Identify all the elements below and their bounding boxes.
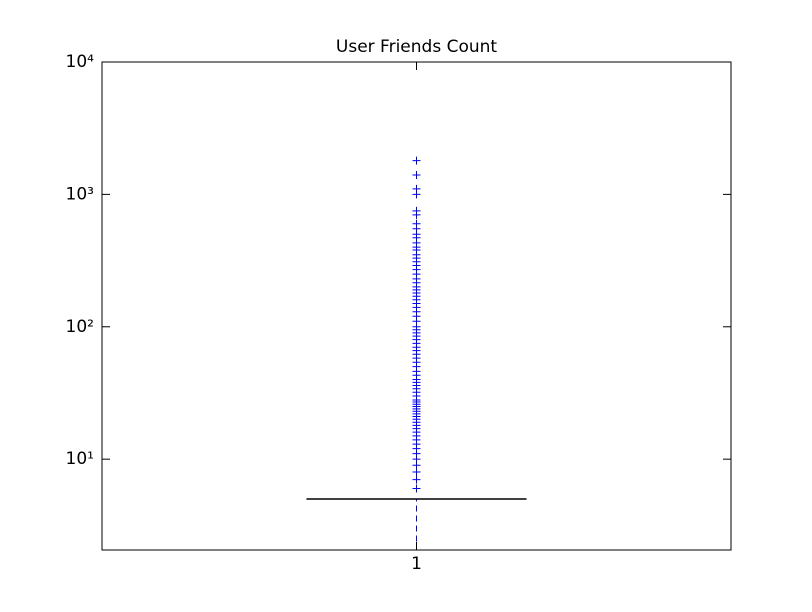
flier [412, 156, 421, 165]
flier [412, 171, 421, 180]
flier [412, 206, 421, 215]
flier [412, 475, 421, 484]
x-tick-label: 1 [411, 554, 422, 574]
chart-title: User Friends Count [336, 37, 498, 57]
flier [412, 184, 421, 193]
plot-area [306, 156, 527, 550]
y-tick-label: 10¹ [66, 449, 94, 469]
y-tick-label: 10² [66, 317, 94, 337]
flier [412, 484, 421, 493]
y-tick-label: 10⁴ [66, 52, 95, 72]
y-tick-label: 10³ [66, 184, 94, 204]
flier [412, 219, 421, 228]
flier [412, 467, 421, 476]
